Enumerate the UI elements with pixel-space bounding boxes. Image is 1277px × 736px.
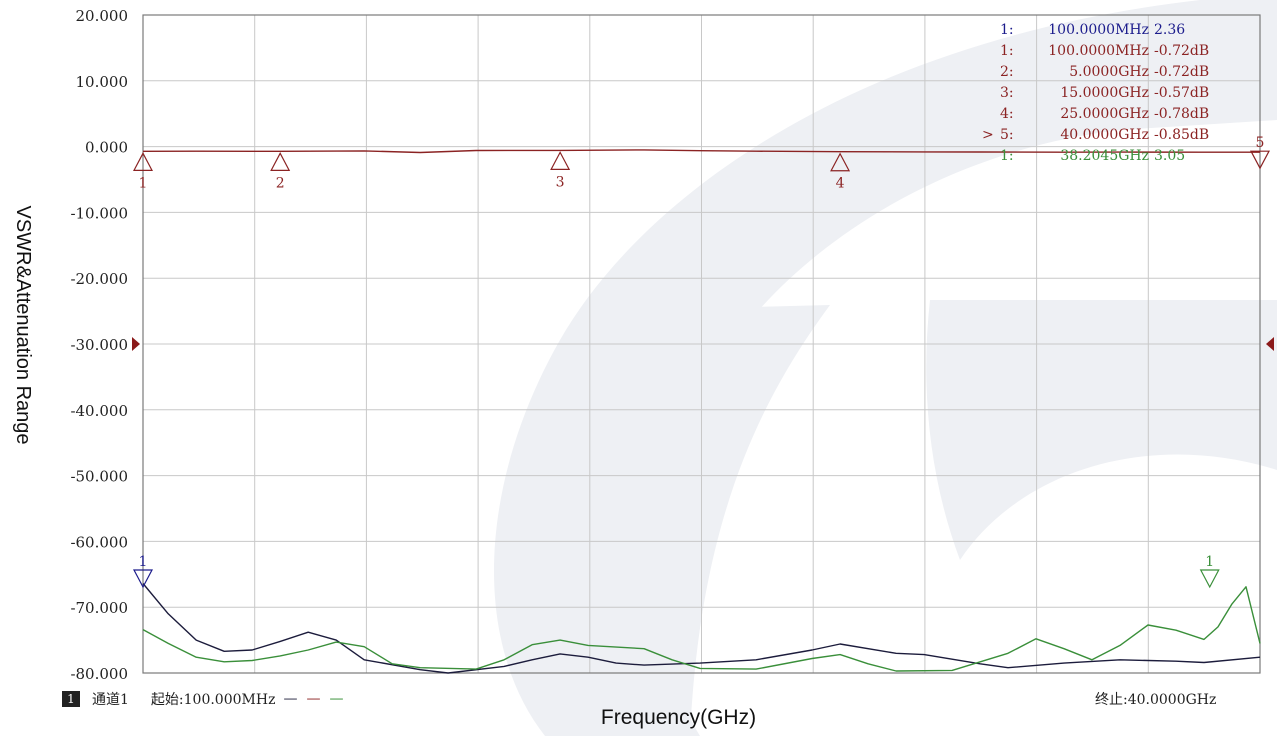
marker-triangle	[830, 152, 851, 172]
y-tick-label: -30.000	[70, 336, 128, 354]
markers: 1 2 3 4 5 1 1	[133, 135, 1270, 589]
readout-index: 1:	[1000, 148, 1014, 164]
trace-legend-dash-2: —	[306, 691, 322, 707]
readout-frequency: 100.0000MHz	[1048, 22, 1149, 38]
marker-1: 1	[133, 152, 153, 191]
readout-index: 1:	[1000, 43, 1014, 59]
grid	[142, 14, 1261, 674]
y-tick-labels: 20.000 10.000 0.000 -10.000 -20.000 -30.000 -4…	[70, 7, 128, 683]
marker-readout-table: 1: 100.0000MHz 2.36 1: 100.0000MHz -0.72dB 2: 5…	[982, 22, 1209, 164]
marker-triangle	[270, 152, 291, 171]
y-tick-label: -20.000	[70, 270, 128, 288]
readout-value: -0.72dB	[1154, 43, 1209, 59]
marker-label: 1	[1205, 554, 1214, 570]
stop-frequency: 终止:40.0000GHz	[1095, 692, 1217, 708]
readout-index: 3:	[1000, 85, 1014, 101]
y-tick-label: -40.000	[70, 402, 128, 420]
marker-label: 1	[139, 554, 148, 570]
marker-4: 4	[830, 152, 851, 192]
watermark-logo	[494, 0, 1277, 736]
readout-row-1: 1: 100.0000MHz 2.36	[1000, 22, 1185, 38]
marker-label: 4	[836, 176, 845, 192]
readout-frequency: 5.0000GHz	[1069, 64, 1149, 80]
x-axis-label: Frequency(GHz)	[600, 706, 757, 729]
readout-frequency: 25.0000GHz	[1060, 106, 1149, 122]
y-tick-label: 0.000	[85, 139, 128, 157]
marker-triangle	[133, 569, 153, 589]
marker-6: 1	[133, 554, 153, 589]
marker-7: 1	[1199, 554, 1220, 589]
trace-legend-dash-3: —	[329, 691, 345, 707]
readout-value: -0.72dB	[1154, 64, 1209, 80]
channel-label: 通道1	[92, 692, 129, 708]
readout-index: 5:	[1000, 127, 1014, 143]
y-tick-label: -10.000	[70, 204, 128, 222]
y-tick-label: -60.000	[70, 533, 128, 551]
marker-triangle	[550, 151, 571, 170]
marker-triangle	[133, 152, 153, 171]
readout-index: 1:	[1000, 22, 1014, 38]
marker-triangle	[1250, 150, 1270, 170]
marker-3: 3	[550, 151, 571, 190]
trace-legend-dash-1: —	[283, 691, 299, 707]
series-line-2	[142, 583, 1261, 674]
readout-row-4: 3: 15.0000GHz -0.57dB	[1000, 85, 1209, 101]
readout-frequency: 38.2045GHz	[1060, 148, 1149, 164]
readout-frequency: 40.0000GHz	[1060, 127, 1149, 143]
marker-label: 1	[139, 175, 148, 191]
marker-2: 2	[270, 152, 291, 191]
readout-value: -0.57dB	[1154, 85, 1209, 101]
readout-row-3: 2: 5.0000GHz -0.72dB	[1000, 64, 1209, 80]
y-tick-label: -80.000	[70, 665, 128, 683]
marker-label: 3	[556, 174, 565, 190]
readout-row-5: 4: 25.0000GHz -0.78dB	[1000, 106, 1209, 122]
readout-frequency: 15.0000GHz	[1060, 85, 1149, 101]
y-tick-label: 20.000	[76, 7, 129, 25]
active-marker-indicator: >	[982, 127, 994, 143]
plot-frame	[142, 14, 1261, 674]
readout-value: -0.85dB	[1154, 127, 1209, 143]
y-tick-label: -70.000	[70, 599, 128, 617]
marker-triangle	[1199, 569, 1220, 589]
y-tick-label: 10.000	[76, 73, 129, 91]
readout-row-2: 1: 100.0000MHz -0.72dB	[1000, 43, 1209, 59]
readout-frequency: 100.0000MHz	[1048, 43, 1149, 59]
readout-value: 3.05	[1154, 148, 1185, 164]
readout-value: -0.78dB	[1154, 106, 1209, 122]
footer-channel-info: 1 通道1 起始:100.000MHz — — —	[62, 689, 344, 709]
readout-value: 2.36	[1154, 22, 1185, 38]
y-axis-label: VSWR&Attenuation Range	[12, 205, 34, 445]
y-tick-label: -50.000	[70, 468, 128, 486]
series	[142, 149, 1261, 674]
reference-arrow-left	[132, 337, 140, 351]
readout-index: 2:	[1000, 64, 1014, 80]
readout-row-7: 1: 38.2045GHz 3.05	[1000, 148, 1185, 164]
channel-number-badge[interactable]: 1	[62, 691, 80, 707]
reference-level-arrows	[132, 337, 1274, 351]
marker-label: 5	[1256, 135, 1265, 151]
marker-label: 2	[276, 175, 285, 191]
marker-5: 5	[1250, 135, 1270, 170]
readout-row-6: >5: 40.0000GHz -0.85dB	[982, 127, 1209, 143]
readout-index: 4:	[1000, 106, 1014, 122]
series-line-3	[142, 586, 1261, 672]
start-frequency: 起始:100.000MHz	[150, 692, 276, 708]
reference-arrow-right	[1266, 337, 1274, 351]
series-line-1	[142, 149, 1260, 154]
